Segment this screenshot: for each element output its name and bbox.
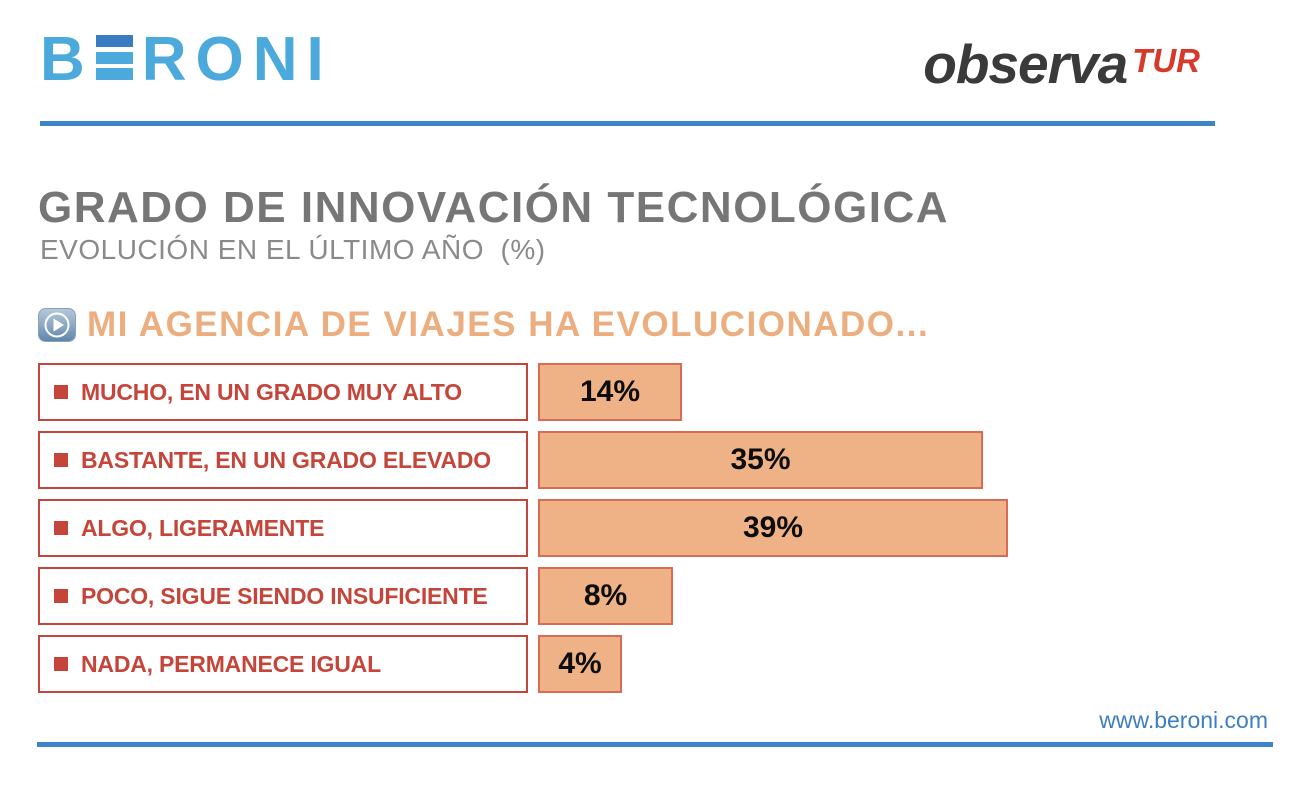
value-bar: 4%: [538, 635, 622, 693]
observatur-logo: observa TUR: [923, 32, 1200, 96]
square-bullet-icon: [54, 385, 68, 399]
beroni-logo-e-glyph: [95, 35, 133, 80]
beroni-logo: B RONI: [40, 24, 333, 96]
beroni-logo-prefix: B: [40, 25, 94, 94]
category-label: MUCHO, EN UN GRADO MUY ALTO: [81, 378, 462, 405]
category-label: ALGO, LIGERAMENTE: [81, 514, 325, 541]
observatur-logo-suffix: TUR: [1132, 42, 1200, 79]
page-subtitle: EVOLUCIÓN EN EL ÚLTIMO AÑO (%): [40, 234, 546, 265]
square-bullet-icon: [54, 521, 68, 535]
value-bar: 35%: [538, 431, 983, 489]
section-heading-label: MI AGENCIA DE VIAJES HA EVOLUCIONADO...: [87, 305, 930, 344]
beroni-logo-suffix: RONI: [141, 25, 333, 94]
value-bar: 39%: [538, 499, 1008, 557]
square-bullet-icon: [54, 657, 68, 671]
value-label: 14%: [579, 375, 641, 408]
page-title: GRADO DE INNOVACIÓN TECNOLÓGICA: [38, 183, 950, 232]
top-divider-line: [40, 121, 1215, 126]
play-icon: [38, 308, 76, 342]
website-link[interactable]: www.beroni.com: [1099, 707, 1268, 733]
category-label-box: NADA, PERMANECE IGUAL: [38, 635, 528, 693]
category-label-box: ALGO, LIGERAMENTE: [38, 499, 528, 557]
chart-row: POCO, SIGUE SIENDO INSUFICIENTE 8%: [38, 567, 1278, 625]
bar-chart: MUCHO, EN UN GRADO MUY ALTO 14% BASTANTE, …: [38, 363, 1278, 703]
category-label: POCO, SIGUE SIENDO INSUFICIENTE: [81, 582, 488, 609]
chart-row: BASTANTE, EN UN GRADO ELEVADO 35%: [38, 431, 1278, 489]
category-label: NADA, PERMANECE IGUAL: [81, 650, 381, 677]
square-bullet-icon: [54, 589, 68, 603]
value-label: 35%: [730, 443, 791, 476]
bottom-divider-line: [37, 742, 1273, 747]
category-label: BASTANTE, EN UN GRADO ELEVADO: [81, 446, 491, 473]
section-heading: MI AGENCIA DE VIAJES HA EVOLUCIONADO...: [38, 305, 929, 345]
value-bar: 8%: [538, 567, 673, 625]
category-label-box: BASTANTE, EN UN GRADO ELEVADO: [38, 431, 528, 489]
value-label: 8%: [583, 579, 628, 612]
chart-row: MUCHO, EN UN GRADO MUY ALTO 14%: [38, 363, 1278, 421]
category-label-box: POCO, SIGUE SIENDO INSUFICIENTE: [38, 567, 528, 625]
value-label: 4%: [558, 647, 602, 680]
chart-row: NADA, PERMANECE IGUAL 4%: [38, 635, 1278, 693]
observatur-logo-name: observa: [923, 33, 1128, 95]
value-bar: 14%: [538, 363, 682, 421]
square-bullet-icon: [54, 453, 68, 467]
value-label: 39%: [742, 511, 804, 544]
chart-row: ALGO, LIGERAMENTE 39%: [38, 499, 1278, 557]
category-label-box: MUCHO, EN UN GRADO MUY ALTO: [38, 363, 528, 421]
